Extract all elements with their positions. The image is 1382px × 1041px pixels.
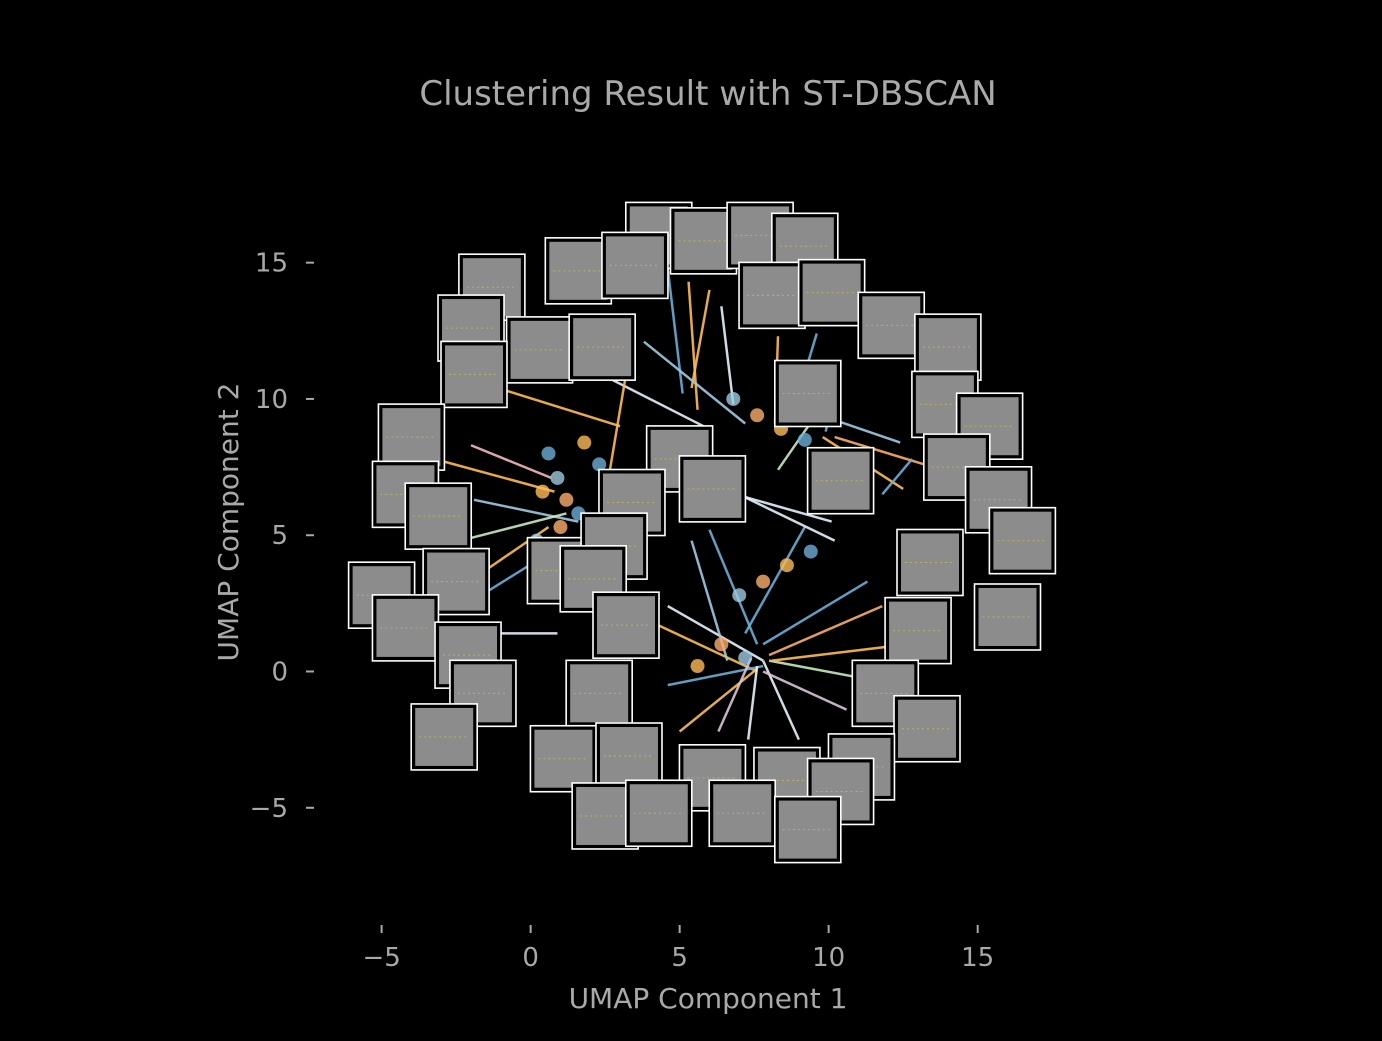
- connector-line: [643, 340, 747, 425]
- connector-line: [746, 665, 759, 740]
- x-tick-label: 0: [522, 943, 539, 973]
- connector-line: [771, 645, 886, 662]
- cluster-point: [577, 435, 592, 450]
- connector-line: [606, 374, 628, 481]
- x-tick-label: 15: [961, 943, 994, 973]
- y-tick-label: 0: [271, 658, 288, 688]
- cluster-point: [541, 446, 556, 461]
- cluster-point: [714, 637, 729, 652]
- y-axis-label: UMAP Component 2: [212, 383, 245, 662]
- x-axis-ticks: −5 0 5 10 15: [362, 925, 994, 973]
- connector-line: [744, 526, 806, 634]
- cluster-point: [559, 492, 574, 507]
- connector-line: [768, 604, 883, 657]
- y-tick-label: −5: [250, 794, 288, 824]
- connector-line: [720, 306, 735, 405]
- x-tick-label: −5: [362, 943, 400, 973]
- connector-line: [732, 490, 836, 542]
- connector-line: [717, 657, 753, 732]
- connector-line: [443, 460, 555, 493]
- connector-line: [666, 267, 684, 394]
- x-tick-label: 10: [812, 943, 845, 973]
- connector-line: [687, 281, 699, 410]
- cluster-point: [535, 484, 550, 499]
- connector-line: [744, 495, 832, 523]
- connector-line: [488, 526, 550, 569]
- chart-title: Clustering Result with ST-DBSCAN: [419, 74, 996, 114]
- cluster-point: [726, 391, 741, 406]
- cluster-point: [553, 520, 568, 535]
- y-tick-label: 10: [255, 385, 288, 415]
- connector-line: [834, 435, 925, 466]
- x-axis-label: UMAP Component 1: [569, 982, 848, 1015]
- connector-line: [678, 667, 758, 733]
- connector-line: [506, 389, 621, 428]
- cluster-point: [732, 588, 747, 603]
- cluster-point: [779, 558, 794, 573]
- y-tick-label: 15: [255, 249, 288, 279]
- cluster-point: [803, 544, 818, 559]
- connector-line: [881, 458, 914, 496]
- connector-line: [762, 580, 869, 646]
- y-tick-label: 5: [271, 521, 288, 551]
- connector-line: [473, 498, 579, 523]
- cluster-point: [592, 457, 607, 472]
- cluster-point: [797, 432, 812, 447]
- cluster-points: [529, 391, 818, 674]
- connector-line: [762, 670, 848, 711]
- y-axis-ticks: −5 0 5 10 15: [250, 249, 314, 824]
- cluster-point: [690, 659, 705, 674]
- connector-line: [470, 444, 552, 480]
- thumbnail-images: [347, 201, 1057, 864]
- x-tick-label: 5: [671, 943, 688, 973]
- connector-line: [690, 289, 711, 389]
- cluster-point: [756, 574, 771, 589]
- cluster-point: [550, 470, 565, 485]
- connector-line: [470, 512, 567, 540]
- cluster-point: [738, 650, 753, 665]
- cluster-point: [750, 408, 765, 423]
